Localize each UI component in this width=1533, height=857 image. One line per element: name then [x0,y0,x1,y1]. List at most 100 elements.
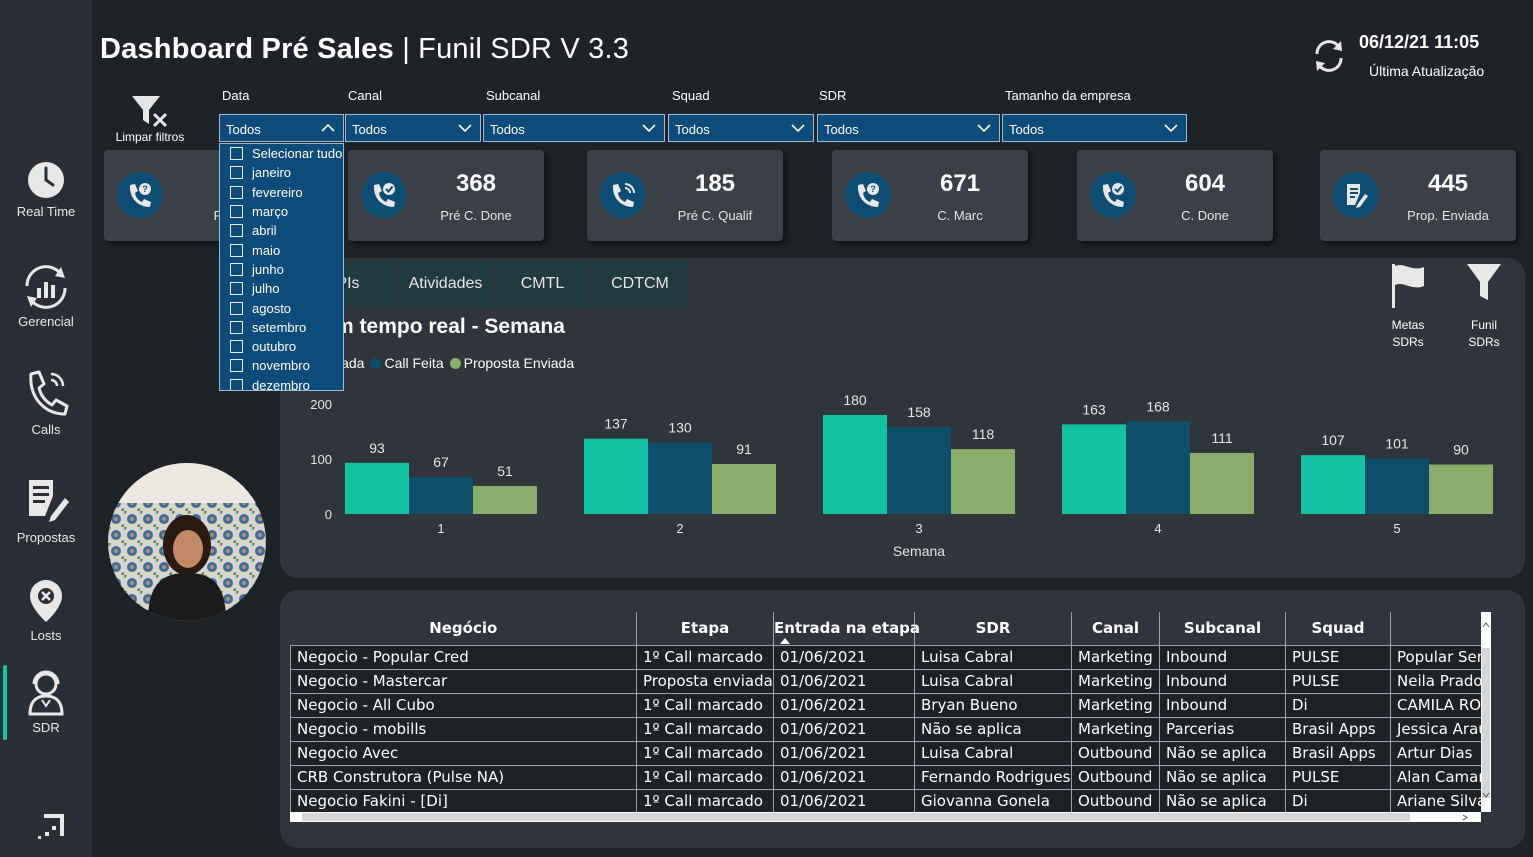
nav-gerencial[interactable]: Gerencial [0,264,92,329]
column-header[interactable]: Subcanal [1159,612,1286,646]
dropdown-option-label: setembro [252,319,307,335]
dropdown-option-label: outubro [252,339,297,355]
checkbox[interactable] [230,378,243,390]
dropdown-option[interactable]: fevereiro [220,183,343,202]
tab-cmtl[interactable]: CMTL [495,261,592,307]
data-label: 180 [843,392,867,408]
table-row[interactable]: CRB Construtora (Pulse NA) 1º Call marcad… [290,764,1481,790]
dropdown-option[interactable]: dezembro [220,376,343,390]
checkbox[interactable] [230,262,243,276]
metas-label-1: Metas [1391,318,1425,332]
dropdown-option[interactable]: novembro [220,356,343,375]
data-label: 137 [604,416,628,432]
dropdown-option[interactable]: abril [220,221,343,240]
checkbox[interactable] [230,359,243,373]
table-row[interactable]: Negocio - mobills 1º Call marcado 01/06/20… [290,716,1481,742]
nav-real-time[interactable]: Real Time [0,160,92,219]
checkbox[interactable] [230,301,243,315]
nav-losts-label: Losts [30,628,62,643]
nav-propostas[interactable]: Propostas [0,476,92,545]
table-cell: 1º Call marcado [636,764,774,790]
table-cell: Não se aplica [1159,764,1286,790]
checkbox[interactable] [230,243,243,257]
table-row[interactable]: Negocio Fakini - [Di] 1º Call marcado 01/0… [290,788,1481,812]
nav-calls[interactable]: Calls [0,368,92,437]
filter-value-tamanho: Todos [1009,122,1044,137]
dropdown-option[interactable]: setembro [220,318,343,337]
legend-item: Call Feita [384,355,444,371]
dropdown-option-label: julho [252,281,280,297]
clear-filters-button[interactable]: Limpar filtros [110,94,190,144]
filter-select-sdr[interactable]: Todos [817,114,1000,142]
refresh-button[interactable] [1311,38,1347,79]
document-edit-icon [1333,172,1379,218]
checkbox[interactable] [230,147,243,161]
dropdown-option[interactable]: julho [220,279,343,298]
tab-bar: PIs Atividades CMTL CDTCM [300,261,690,307]
kpi-value: 604 [1184,170,1226,197]
tab-atividades[interactable]: Atividades [398,261,495,307]
table-row[interactable]: Negocio - Popular Cred 1º Call marcado 01/… [290,644,1481,670]
dropdown-option-label: novembro [252,358,310,374]
refresh-icon [1315,40,1343,72]
last-update-label: Última Atualização [1369,63,1485,79]
nav-losts[interactable]: Losts [0,578,92,643]
dropdown-option[interactable]: outubro [220,337,343,356]
tab-cdtcm[interactable]: CDTCM [592,261,690,307]
kpi-card-pre-c-done: 368 Pré C. Done [348,150,544,241]
column-header[interactable]: Entrada na etapa [773,612,920,646]
page-title: Dashboard Pré Sales | Funil SDR V 3.3 [100,33,629,66]
vertical-scroll-thumb[interactable] [1482,648,1490,798]
filter-label-data: Data [222,88,250,103]
x-tick-label: 5 [1393,521,1400,536]
checkbox[interactable] [230,205,243,219]
checkbox[interactable] [230,224,243,238]
scroll-up-icon[interactable] [1482,622,1490,628]
column-header[interactable]: Etapa [636,612,774,646]
checkbox[interactable] [230,282,243,296]
funil-sdrs-button[interactable]: Funil SDRs [1454,262,1514,349]
dropdown-option[interactable]: Selecionar tudo [220,144,343,163]
checkbox[interactable] [230,166,243,180]
filter-label-subcanal: Subcanal [486,88,541,103]
scroll-down-icon[interactable] [1482,792,1490,798]
checkbox[interactable] [230,340,243,354]
dropdown-option[interactable]: agosto [220,298,343,317]
svg-text:?: ? [142,184,148,194]
column-header[interactable] [1390,612,1481,646]
filter-select-tamanho[interactable]: Todos [1002,114,1187,142]
column-header[interactable]: SDR [914,612,1072,646]
nav-sdr[interactable]: SDR [0,670,92,735]
checkbox[interactable] [230,320,243,334]
table-row[interactable]: Negocio - Mastercar Proposta enviada 01/06… [290,668,1481,694]
column-header[interactable]: Squad [1285,612,1391,646]
filter-select-squad[interactable]: Todos [668,114,814,142]
table-cell: Inbound [1159,668,1286,694]
dropdown-option[interactable]: março [220,202,343,221]
filter-select-data[interactable]: Todos [219,114,344,142]
horizontal-scrollbar[interactable] [290,812,1481,822]
expand-icon[interactable] [36,812,66,840]
scroll-right-icon[interactable] [1462,814,1468,821]
filter-select-subcanal[interactable]: Todos [483,114,665,142]
table-row[interactable]: Negocio - All Cubo 1º Call marcado 01/06/2… [290,692,1481,718]
metas-sdrs-button[interactable]: Metas SDRs [1378,262,1438,349]
dropdown-option[interactable]: junho [220,260,343,279]
month-dropdown-list[interactable]: Selecionar tudo janeiro fevereiro março abri… [219,143,344,391]
table-row[interactable]: Negocio Avec 1º Call marcado 01/06/2021 Lui… [290,740,1481,766]
kpi-label: C. Done [1181,208,1229,223]
filter-select-canal[interactable]: Todos [345,114,481,142]
column-header[interactable]: Negócio [290,612,637,646]
vertical-scrollbar[interactable] [1481,612,1491,812]
dropdown-option[interactable]: janeiro [220,163,343,182]
table-cell: Outbound [1071,764,1160,790]
column-header[interactable]: Canal [1071,612,1160,646]
checkbox[interactable] [230,185,243,199]
nav-gerencial-label: Gerencial [18,314,74,329]
dropdown-option[interactable]: maio [220,240,343,259]
table-cell: Marketing [1071,716,1160,742]
horizontal-scroll-thumb[interactable] [302,813,1410,821]
data-label: 168 [1146,399,1170,415]
dropdown-option-label: maio [252,242,281,258]
data-label: 93 [369,440,385,456]
